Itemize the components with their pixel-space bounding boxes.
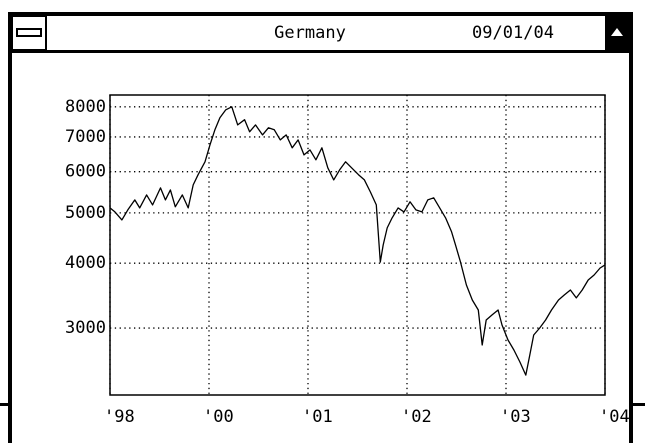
x-tick-label: '98 <box>104 407 135 427</box>
y-tick-label: 6000 <box>65 162 106 182</box>
x-tick-label: '04 <box>599 407 630 427</box>
window-left-border <box>8 12 12 443</box>
y-tick-label: 5000 <box>65 203 106 223</box>
x-tick-label: '00 <box>203 407 234 427</box>
maximize-icon <box>611 28 623 36</box>
x-tick-label: '01 <box>302 407 333 427</box>
title-bar-bottom <box>8 50 633 53</box>
window-date: 09/01/04 <box>472 23 554 43</box>
price-line <box>109 106 606 376</box>
y-tick-label: 7000 <box>65 127 106 147</box>
frame-notch-left <box>0 403 8 406</box>
plot-frame <box>109 94 606 396</box>
y-tick-label: 8000 <box>65 97 106 117</box>
window-top-border <box>8 12 633 16</box>
x-tick-label: '02 <box>401 407 432 427</box>
frame-notch-right <box>633 403 645 406</box>
y-tick-label: 3000 <box>65 318 106 338</box>
y-tick-label: 4000 <box>65 253 106 273</box>
window-title: Germany <box>274 23 346 43</box>
x-tick-label: '03 <box>500 407 531 427</box>
window-right-border <box>629 12 633 443</box>
system-menu-icon <box>16 28 42 37</box>
